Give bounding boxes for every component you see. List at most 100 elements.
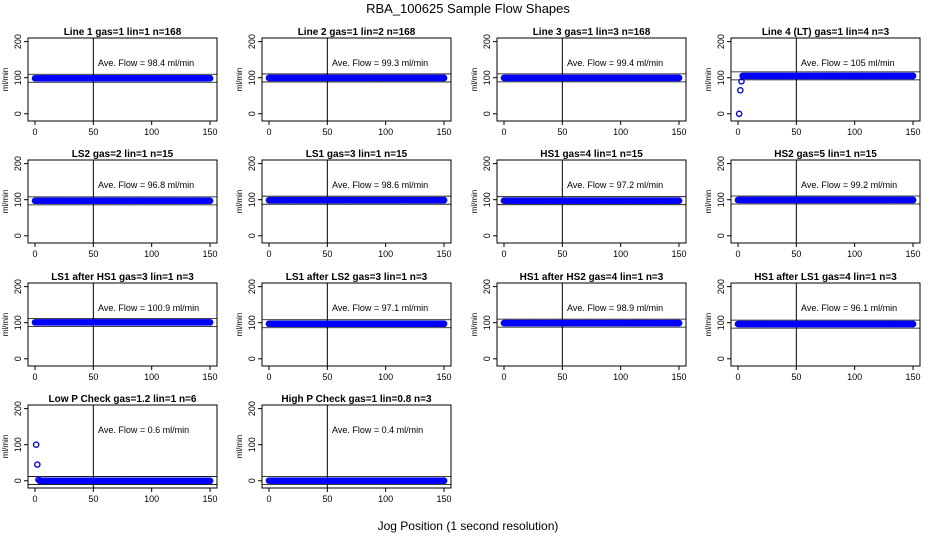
average-flow-annotation: Ave. Flow = 96.1 ml/min: [801, 303, 897, 313]
y-axis-label: ml/min: [1, 435, 10, 459]
x-tick-label: 0: [266, 372, 271, 382]
x-tick-label: 100: [378, 127, 393, 137]
y-tick-label: 0: [247, 356, 257, 361]
y-tick-label: 200: [482, 156, 492, 171]
x-tick-label: 50: [322, 249, 332, 259]
x-tick-label: 0: [735, 249, 740, 259]
x-tick-label: 0: [32, 127, 37, 137]
y-tick-label: 0: [482, 356, 492, 361]
x-tick-label: 100: [144, 249, 159, 259]
y-tick-label: 0: [13, 356, 23, 361]
x-tick-label: 150: [436, 127, 451, 137]
data-point: [206, 319, 214, 326]
chart-panel-14: High P Check gas=1 lin=0.8 n=3 ml/min 0 100…: [235, 394, 452, 504]
y-tick-label: 200: [13, 156, 23, 171]
x-tick-label: 100: [144, 127, 159, 137]
x-tick-label: 50: [791, 127, 801, 137]
data-point: [737, 87, 744, 94]
x-tick-label: 0: [501, 127, 506, 137]
x-tick-label: 50: [88, 249, 98, 259]
x-tick-label: 150: [436, 494, 451, 504]
y-axis-label: ml/min: [1, 68, 10, 92]
data-point: [909, 196, 917, 204]
y-tick-label: 0: [247, 478, 257, 483]
data-point: [675, 197, 683, 205]
page-title: RBA_100625 Sample Flow Shapes: [366, 1, 570, 16]
y-axis-label: ml/min: [470, 190, 479, 214]
y-axis-label: ml/min: [470, 68, 479, 92]
average-flow-annotation: Ave. Flow = 0.6 ml/min: [98, 425, 189, 435]
chart-panel-8: HS2 gas=5 lin=1 n=15 ml/min 0 100 200 0 50 100 1…: [704, 149, 921, 259]
plot-frame: [261, 159, 452, 244]
data-point: [675, 319, 683, 327]
panel-title: LS1 gas=3 lin=1 n=15: [306, 149, 408, 160]
chart-panel-9: LS1 after HS1 gas=3 lin=1 n=3 ml/min 0 100 2…: [1, 272, 218, 382]
y-tick-label: 100: [716, 70, 726, 85]
y-tick-label: 100: [716, 192, 726, 207]
data-point: [909, 320, 917, 328]
x-tick-label: 100: [613, 249, 628, 259]
x-tick-label: 50: [88, 127, 98, 137]
x-tick-label: 150: [202, 494, 217, 504]
x-tick-label: 0: [501, 249, 506, 259]
average-flow-annotation: Ave. Flow = 97.1 ml/min: [332, 303, 428, 313]
x-axis-label: Jog Position (1 second resolution): [377, 519, 559, 533]
plot-frame: [261, 282, 452, 367]
average-flow-annotation: Ave. Flow = 0.4 ml/min: [332, 425, 423, 435]
data-point: [440, 477, 448, 484]
y-axis-label: ml/min: [470, 313, 479, 337]
x-tick-label: 50: [322, 494, 332, 504]
chart-panel-7: HS1 gas=4 lin=1 n=15 ml/min 0 100 200 0 50 100 1…: [470, 149, 687, 259]
x-tick-label: 150: [436, 372, 451, 382]
x-tick-label: 100: [847, 372, 862, 382]
data-point: [735, 110, 743, 118]
y-tick-label: 0: [13, 478, 23, 483]
panel-title: LS1 after LS2 gas=3 lin=1 n=3: [286, 272, 428, 283]
plot-frame: [27, 159, 218, 244]
chart-panel-3: Line 3 gas=1 lin=3 n=168 ml/min 0 100 200 0 50…: [470, 27, 687, 137]
x-tick-label: 50: [322, 127, 332, 137]
x-tick-label: 150: [905, 372, 920, 382]
y-tick-label: 200: [482, 34, 492, 49]
plot-frame: [496, 282, 687, 367]
y-tick-label: 200: [13, 279, 23, 294]
y-axis-label: ml/min: [235, 190, 244, 214]
panel-title: HS1 after HS2 gas=4 lin=1 n=3: [520, 272, 664, 283]
panel-title: LS1 after HS1 gas=3 lin=1 n=3: [51, 272, 194, 283]
plot-frame: [730, 282, 921, 367]
average-flow-annotation: Ave. Flow = 100.9 ml/min: [98, 303, 199, 313]
y-tick-label: 200: [247, 401, 257, 416]
data-point: [206, 74, 214, 82]
plot-frame: [27, 404, 218, 489]
x-tick-label: 150: [905, 127, 920, 137]
y-tick-label: 100: [482, 70, 492, 85]
x-tick-label: 100: [613, 372, 628, 382]
data-point: [440, 320, 448, 328]
x-tick-label: 100: [847, 127, 862, 137]
y-tick-label: 100: [13, 192, 23, 207]
panel-title: Low P Check gas=1.2 lin=1 n=6: [49, 394, 197, 405]
plot-frame: [730, 159, 921, 244]
y-tick-label: 100: [247, 192, 257, 207]
y-tick-label: 200: [13, 34, 23, 49]
x-tick-label: 0: [32, 249, 37, 259]
x-tick-label: 50: [791, 249, 801, 259]
average-flow-annotation: Ave. Flow = 99.4 ml/min: [567, 58, 663, 68]
x-tick-label: 150: [202, 249, 217, 259]
y-tick-label: 100: [716, 315, 726, 330]
y-tick-label: 0: [247, 233, 257, 238]
x-tick-label: 0: [266, 494, 271, 504]
chart-panel-2: Line 2 gas=1 lin=2 n=168 ml/min 0 100 200 0 50…: [235, 27, 452, 137]
y-axis-label: ml/min: [235, 313, 244, 337]
panel-title: Line 1 gas=1 lin=1 n=168: [64, 27, 182, 38]
x-tick-label: 100: [613, 127, 628, 137]
panel-title: Line 3 gas=1 lin=3 n=168: [533, 27, 651, 38]
panel-title: HS1 gas=4 lin=1 n=15: [540, 149, 643, 160]
data-point: [909, 72, 917, 80]
chart-panel-10: LS1 after LS2 gas=3 lin=1 n=3 ml/min 0 100 2…: [235, 272, 452, 382]
y-tick-label: 200: [13, 401, 23, 416]
plot-frame: [27, 37, 218, 122]
chart-panel-13: Low P Check gas=1.2 lin=1 n=6 ml/min 0 100 2…: [1, 394, 218, 504]
average-flow-annotation: Ave. Flow = 98.6 ml/min: [332, 180, 428, 190]
y-tick-label: 0: [716, 356, 726, 361]
